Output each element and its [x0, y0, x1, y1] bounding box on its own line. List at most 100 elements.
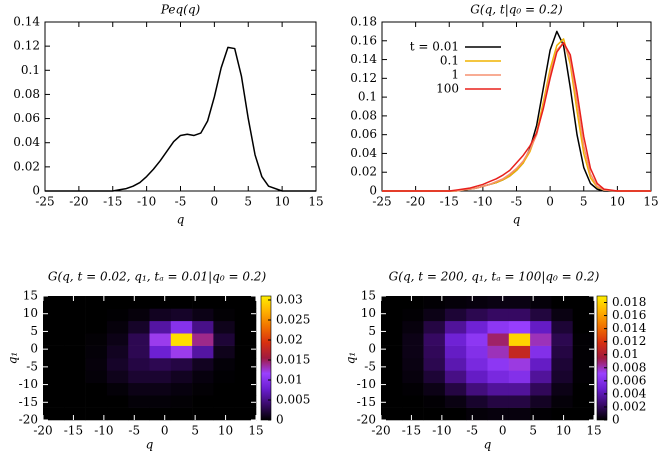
heat-cell — [192, 358, 214, 371]
heat-cell — [402, 333, 424, 346]
heat-cell — [508, 345, 531, 359]
heat-cell — [423, 320, 446, 334]
colorbar-tick-label: 0 — [276, 413, 284, 427]
heat-cell — [508, 382, 531, 396]
heat-cell — [192, 345, 214, 359]
heat-cell — [381, 320, 403, 334]
heat-cell — [402, 407, 424, 421]
x-tick-label: -5 — [511, 195, 523, 209]
y-tick-label: 15 — [361, 289, 376, 303]
heat-cell — [64, 308, 86, 322]
heat-cell — [402, 358, 424, 371]
x-tick-label: -15 — [402, 424, 421, 438]
y-tick-label: 10 — [361, 306, 376, 320]
heat-cell — [381, 345, 403, 359]
heat-cell — [213, 358, 235, 371]
heat-cell — [234, 345, 257, 359]
colorbar-tick-label: 0.015 — [276, 353, 310, 367]
heat-cell — [234, 370, 257, 384]
chart-title: G(q, t = 0.02, q₁, tₐ = 0.01|q₀ = 0.2) — [48, 270, 267, 284]
heat-cell — [106, 395, 129, 408]
heat-cell — [213, 308, 235, 322]
heat-cell — [64, 320, 86, 334]
heat-cell — [530, 358, 552, 371]
heat-cell — [85, 296, 108, 309]
x-tick-label: 15 — [308, 195, 323, 209]
colorbar-tick-label: 0.004 — [612, 386, 647, 400]
heat-cell — [170, 333, 193, 346]
heat-cell — [149, 395, 172, 408]
heat-cell — [213, 395, 235, 408]
heat-cell — [85, 308, 108, 322]
colorbar-tick-label: 0.006 — [612, 373, 646, 387]
heat-cell — [128, 382, 150, 396]
heat-cell — [106, 320, 129, 334]
heat-cell — [213, 345, 235, 359]
heat-cell — [444, 333, 467, 346]
heat-cell — [487, 308, 510, 322]
y-tick-label: -5 — [26, 359, 38, 373]
heat-cell — [508, 358, 531, 371]
heat-cell — [85, 407, 108, 421]
y-tick-label: -10 — [19, 377, 38, 391]
heat-cell — [466, 395, 488, 408]
heat-cell — [381, 407, 403, 421]
y-tick-label: 0.12 — [350, 71, 377, 85]
colorbar-tick-label: 0.005 — [276, 393, 310, 407]
x-tick-label: 10 — [556, 424, 571, 438]
heat-cell — [64, 407, 86, 421]
x-tick-label: 0 — [211, 195, 219, 209]
heat-cell — [149, 407, 172, 421]
y-tick-label: 0.02 — [13, 159, 40, 173]
x-tick-label: 0 — [546, 195, 554, 209]
heat-cell — [423, 333, 446, 346]
series-line — [382, 41, 651, 192]
heat-cell — [149, 320, 172, 334]
y-tick-label: 0.04 — [350, 146, 377, 160]
heat-cell — [466, 320, 488, 334]
y-tick-label: 0.14 — [350, 52, 377, 66]
colorbar-tick-label: 0.025 — [276, 313, 310, 327]
x-tick-label: 10 — [610, 195, 625, 209]
heat-cell — [551, 308, 573, 322]
heat-cell — [423, 395, 446, 408]
colorbar — [260, 295, 272, 421]
heat-cell — [572, 296, 595, 309]
heat-cell — [170, 407, 193, 421]
y-tick-label: 0.08 — [350, 108, 377, 122]
heat-cell — [170, 320, 193, 334]
heat-cell — [85, 382, 108, 396]
series-line — [382, 30, 651, 192]
x-tick-label: -15 — [103, 195, 122, 209]
heat-cell — [43, 333, 65, 346]
heat-cell — [192, 308, 214, 322]
heat-cell — [530, 308, 552, 322]
heat-cell — [85, 345, 108, 359]
heat-cell — [487, 358, 510, 371]
heat-cell — [508, 320, 531, 334]
heat-cell — [128, 320, 150, 334]
colorbar-tick-label: 0.01 — [276, 373, 303, 387]
heat-cell — [530, 333, 552, 346]
heat-cell — [466, 382, 488, 396]
y-tick-label: 0.02 — [350, 165, 377, 179]
x-tick-label: -5 — [466, 424, 478, 438]
x-tick-label: 0 — [499, 424, 507, 438]
heat-cell — [423, 358, 446, 371]
heat-cell — [572, 370, 595, 384]
heat-cell — [572, 395, 595, 408]
heat-cell — [106, 407, 129, 421]
heat-cell — [402, 345, 424, 359]
heat-cell — [213, 382, 235, 396]
x-tick-label: -20 — [33, 424, 52, 438]
heat-cell — [466, 370, 488, 384]
heat-cell — [234, 308, 257, 322]
legend-label: 1 — [451, 68, 459, 82]
x-tick-label: 15 — [643, 195, 658, 209]
x-tick-label: -5 — [128, 424, 140, 438]
x-tick-label: -10 — [473, 195, 492, 209]
heat-cell — [402, 370, 424, 384]
heat-cell — [64, 358, 86, 371]
y-tick-label: 10 — [23, 306, 38, 320]
